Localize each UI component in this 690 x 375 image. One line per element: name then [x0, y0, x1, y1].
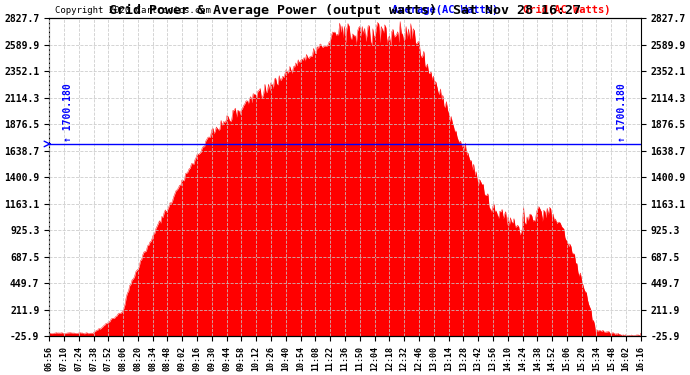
Text: ↑ 1700.180: ↑ 1700.180 — [63, 83, 73, 142]
Text: Grid(AC Watts): Grid(AC Watts) — [522, 5, 610, 15]
Text: ↑ 1700.180: ↑ 1700.180 — [617, 83, 627, 142]
Text: Average(AC Watts): Average(AC Watts) — [393, 5, 499, 15]
Title: Grid Power & Average Power (output watts)  Sat Nov 28 16:27: Grid Power & Average Power (output watts… — [109, 4, 581, 17]
Text: Copyright 2020 Cartronics.com: Copyright 2020 Cartronics.com — [55, 6, 211, 15]
